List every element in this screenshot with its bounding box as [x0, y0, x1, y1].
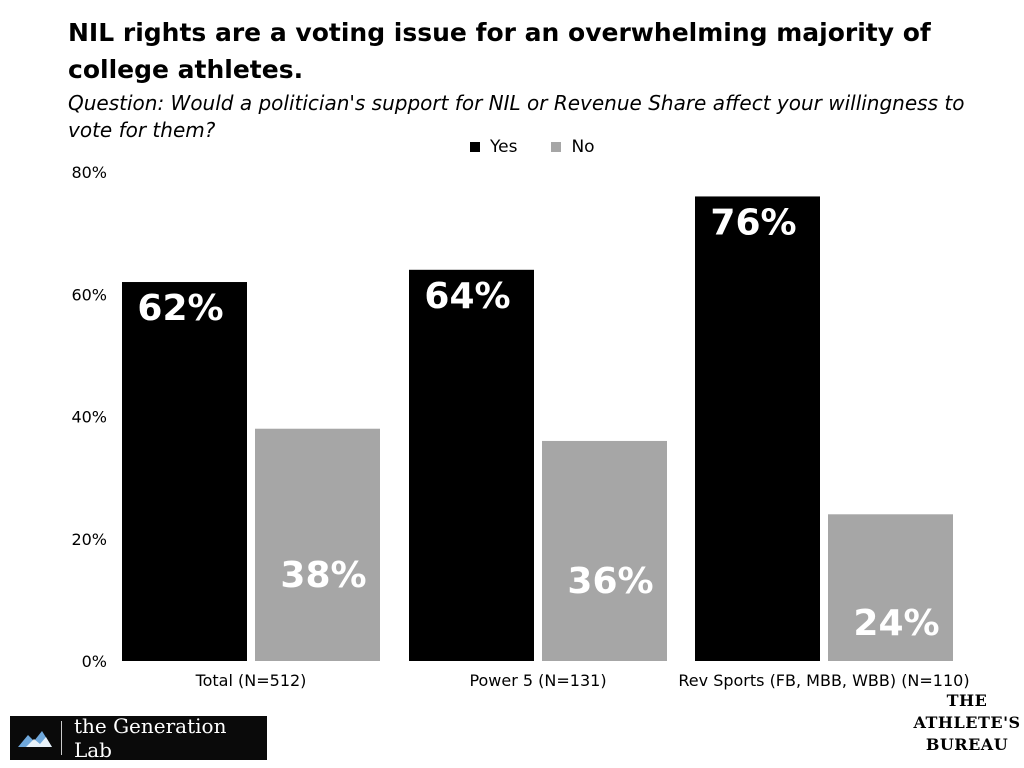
legend-item-no: No: [551, 137, 595, 157]
data-label: 24%: [853, 603, 939, 644]
data-label: 38%: [280, 555, 366, 596]
generation-lab-text: the Generation Lab: [73, 714, 227, 762]
legend: Yes No: [470, 136, 629, 158]
y-tick-label: 40%: [71, 408, 107, 427]
data-label: 62%: [137, 288, 223, 329]
legend-label-yes: Yes: [490, 137, 518, 157]
mountain-icon: [10, 716, 61, 760]
athletes-bureau-line-1: THE: [946, 691, 988, 710]
data-label: 76%: [710, 202, 796, 243]
athletes-bureau-line-3: BUREAU: [925, 735, 1009, 754]
bar-yes: [409, 269, 534, 661]
chart-subtitle: Question: Would a politician's support f…: [68, 91, 965, 142]
legend-item-yes: Yes: [470, 137, 517, 157]
x-category-label: Rev Sports (FB, MBB, WBB) (N=110): [678, 671, 969, 690]
y-tick-label: 80%: [71, 163, 107, 182]
legend-label-no: No: [571, 137, 595, 157]
x-category-label: Power 5 (N=131): [469, 671, 606, 690]
y-tick-label: 0%: [82, 652, 107, 671]
x-category-label: Total (N=512): [195, 671, 307, 690]
bar-no: [255, 428, 380, 661]
y-tick-label: 20%: [71, 530, 107, 549]
legend-swatch-no: [551, 142, 562, 152]
bar-yes: [695, 196, 820, 661]
chart-title: NIL rights are a voting issue for an ove…: [68, 18, 931, 84]
data-label: 64%: [424, 276, 510, 317]
athletes-bureau-line-2: ATHLETE'S: [913, 713, 1021, 732]
generation-lab-logo: the Generation Lab: [10, 714, 267, 762]
bar-no: [828, 514, 953, 661]
athletes-bureau-logo: THE ATHLETE'S BUREAU: [912, 690, 1022, 756]
bar-chart: 0% 20% 40% 60% 80% 62% 38% Total (N=512) 64% 36% P…: [71, 163, 969, 690]
data-label: 36%: [567, 561, 653, 602]
logo-divider: [60, 721, 62, 755]
legend-swatch-yes: [470, 142, 480, 152]
bar-no: [542, 440, 667, 661]
y-tick-label: 60%: [71, 285, 107, 304]
bar-yes: [122, 282, 247, 661]
